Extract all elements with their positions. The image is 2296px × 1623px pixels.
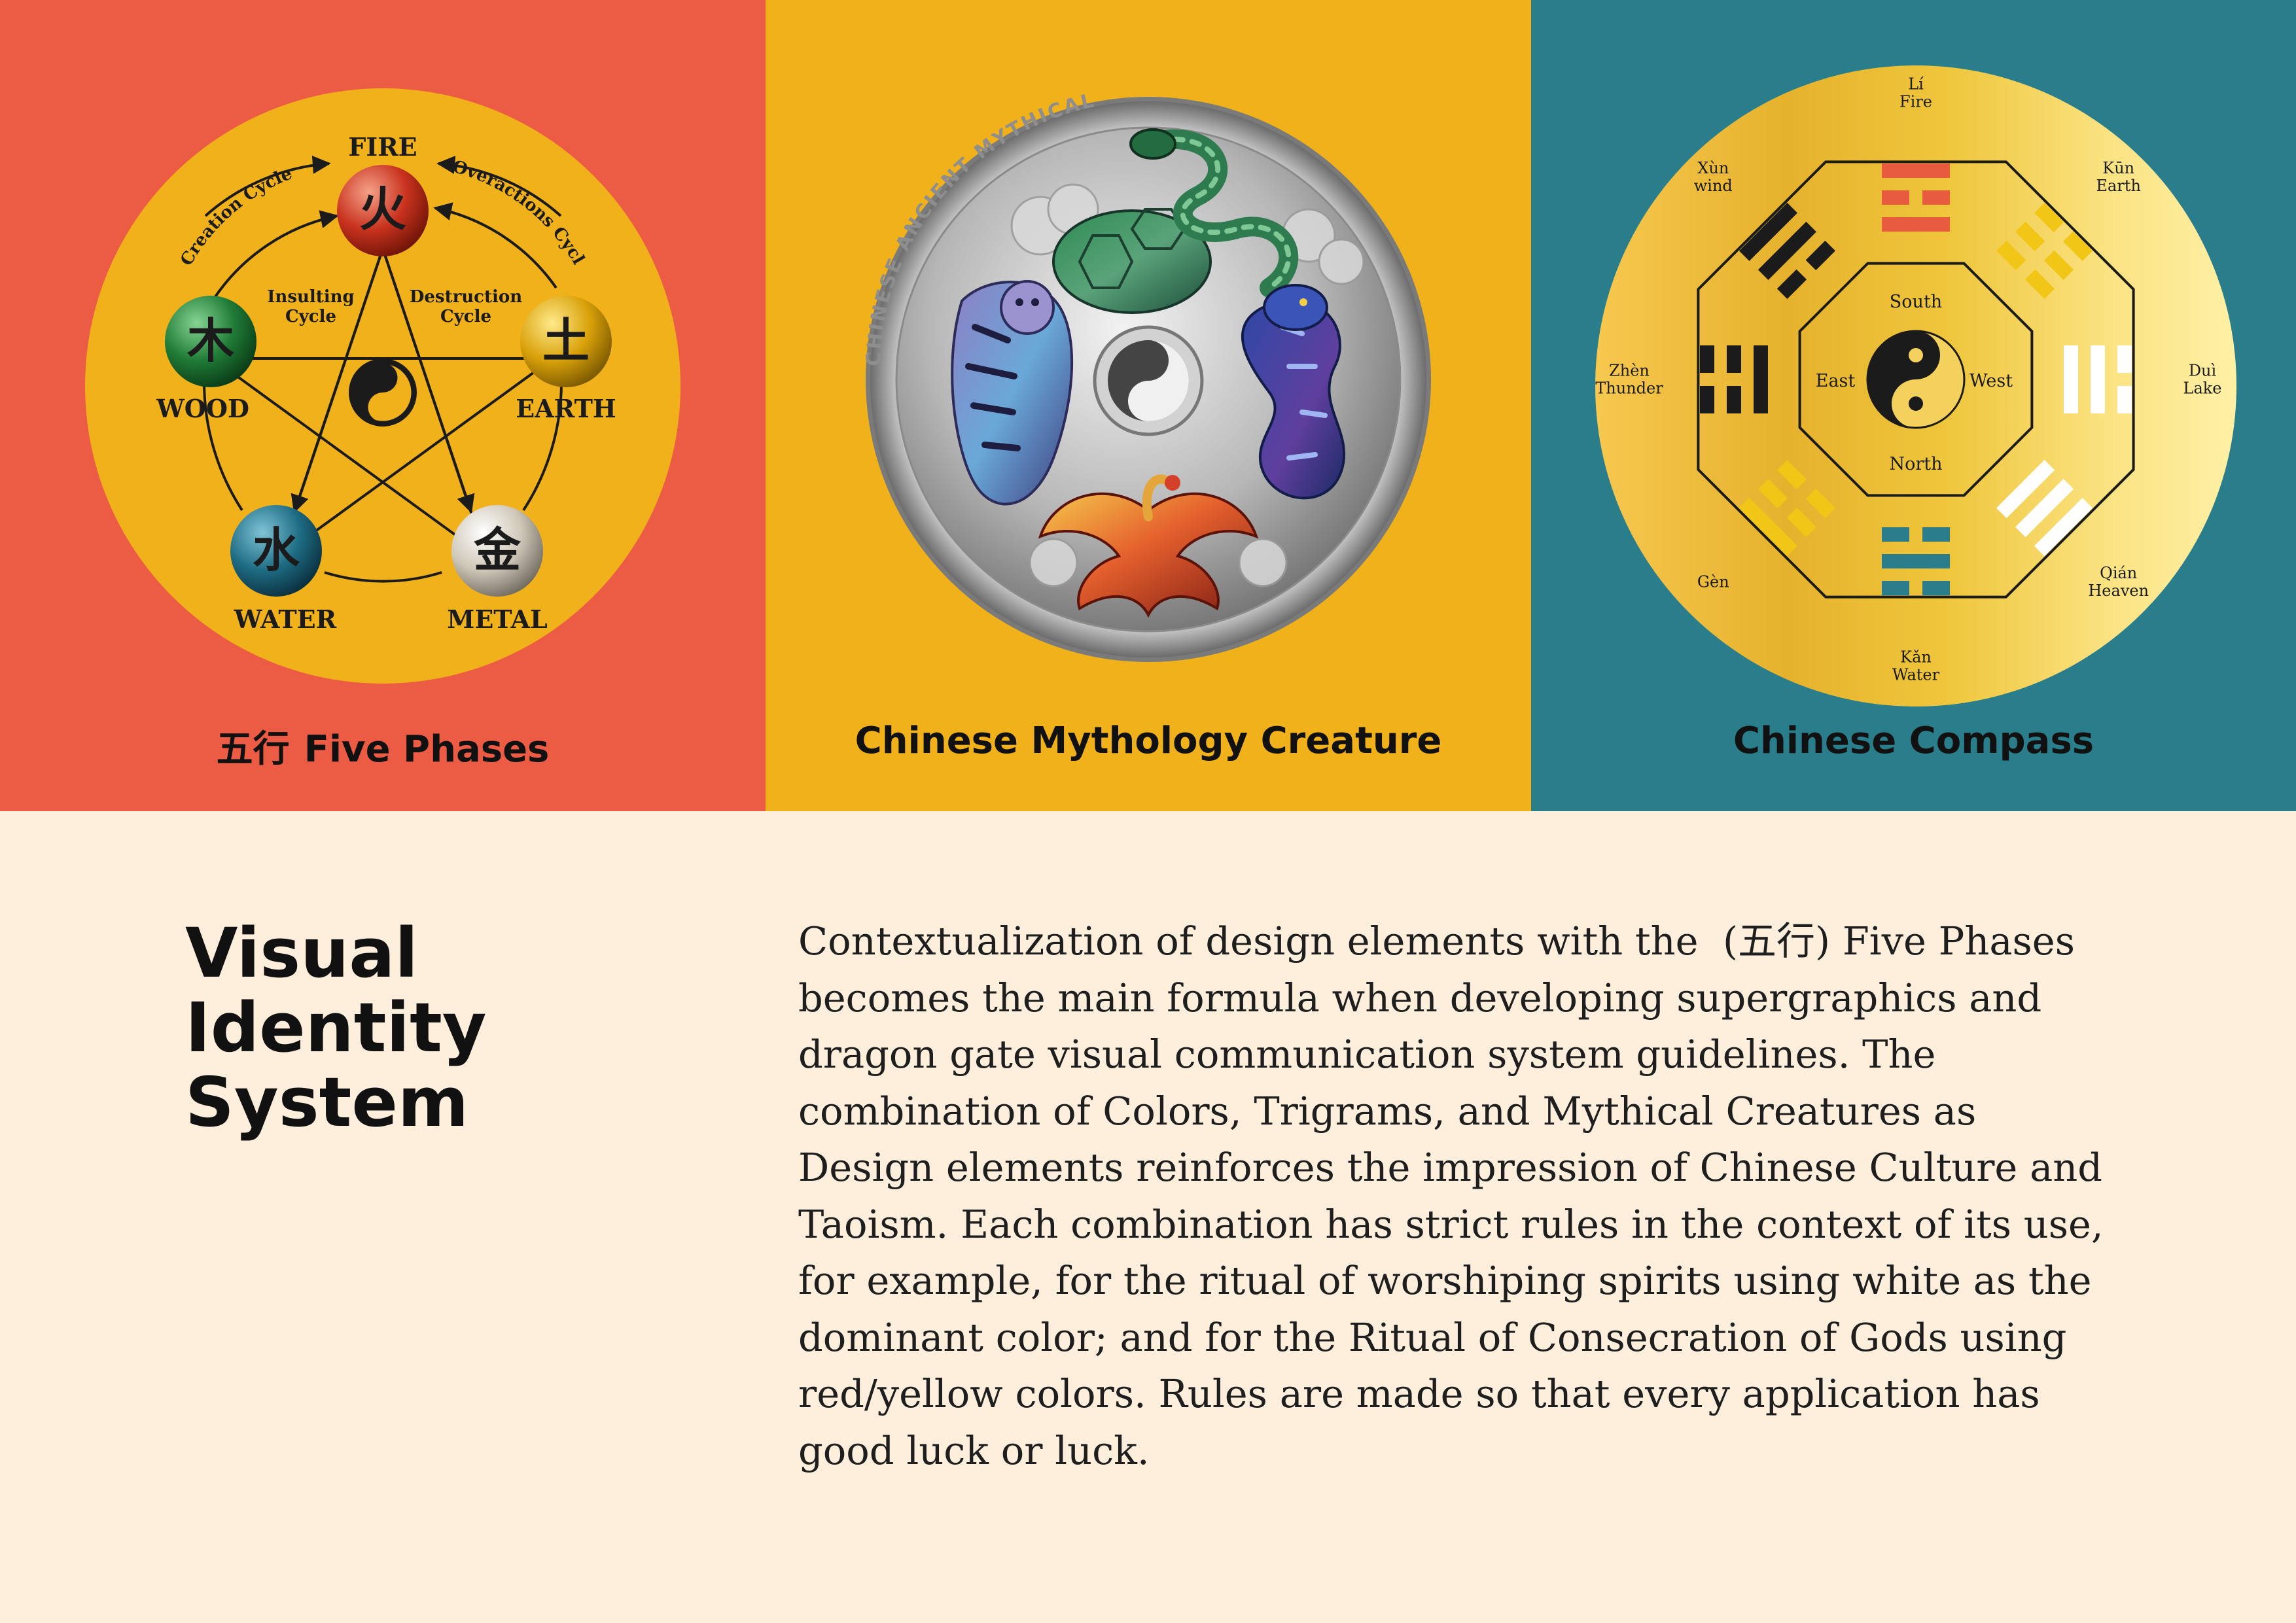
trigram-line-broken <box>1922 190 1950 205</box>
metal-glyph: 金 <box>473 522 521 578</box>
compass-caption: Chinese Compass <box>1733 720 2094 762</box>
creature-caption: Chinese Mythology Creature <box>855 720 1442 762</box>
trigram-zhen <box>1700 345 1768 413</box>
direction-south: South <box>1890 292 1942 312</box>
trigram-line-solid <box>1757 221 1816 280</box>
trigram-line-solid <box>1882 217 1950 232</box>
trigram-line-broken <box>1700 386 1714 413</box>
earth-glyph: 土 <box>542 313 590 368</box>
metal-label: METAL <box>447 604 547 634</box>
five-phases-caption-zh: 五行 <box>216 727 290 771</box>
yin-yang-icon <box>349 358 417 427</box>
trigram-line-broken <box>2062 231 2093 261</box>
trigram-line-solid <box>1996 460 2055 519</box>
compass-diagram: South North East West Lí Fire Kūn Earth Duì L… <box>1595 65 2236 707</box>
trigram-xun <box>1739 202 1835 299</box>
heading-line-3: System <box>185 1062 469 1142</box>
trigram-label: Xùn wind <box>1694 159 1733 195</box>
trigram-label: Gèn <box>1697 573 1729 591</box>
trigram-line-broken <box>2015 221 2045 252</box>
trigram-label: Qián Heaven <box>2088 564 2149 600</box>
yin-yang-icon <box>1866 330 1966 429</box>
water-glyph: 水 <box>253 522 300 578</box>
water-label: WATER <box>234 604 337 634</box>
trigram-line-broken <box>1727 386 1741 413</box>
earth-label: EARTH <box>516 394 616 423</box>
direction-north: North <box>1889 454 1942 474</box>
fire-label: FIRE <box>348 132 417 162</box>
tiger-icon <box>951 280 1074 506</box>
compass-panel: South North East West Lí Fire Kūn Earth Duì L… <box>1531 0 2296 811</box>
phoenix-icon <box>1038 474 1259 618</box>
wood-glyph: 木 <box>187 313 234 368</box>
heading-line-1: Visual <box>185 913 419 993</box>
yin-yang-icon <box>1093 325 1204 436</box>
trigram-qian <box>1996 460 2093 557</box>
five-phases-caption: 五行 Five Phases <box>0 720 766 773</box>
insulting-cycle-label: Insulting Cycle <box>267 287 354 326</box>
description-paragraph: Contextualization of design elements wit… <box>798 918 2104 1473</box>
trigram-line-broken <box>2117 386 2132 413</box>
wood-label: WOOD <box>156 394 249 423</box>
trigram-line-broken <box>1882 527 1909 542</box>
trigram-line-solid <box>2091 345 2105 413</box>
five-phases-panel: Creation Cycle Overactions Cycle Insulti… <box>0 0 766 811</box>
trigram-line-broken <box>1805 240 1835 271</box>
trigram-line-broken <box>1922 581 1950 595</box>
trigram-line-broken <box>2034 202 2064 233</box>
water-element: 水 WATER <box>230 505 337 634</box>
direction-west: West <box>1969 371 2013 391</box>
creature-panel: CHINESE ANCIENT MYTHICAL CREATURES <box>766 0 1531 811</box>
metal-element: 金 METAL <box>447 505 548 634</box>
trigram-label: Kūn Earth <box>2096 159 2141 195</box>
trigram-line-solid <box>1882 554 1950 568</box>
trigram-kun <box>1996 202 2093 299</box>
trigram-line-solid <box>1882 164 1950 178</box>
trigram-line-broken <box>1882 190 1909 205</box>
trigram-label: Kǎn Water <box>1892 648 1940 684</box>
fire-glyph: 火 <box>359 181 406 237</box>
trigram-label: Duì Lake <box>2183 362 2222 398</box>
trigram-line-broken <box>2043 250 2074 280</box>
trigram-line-broken <box>1882 581 1909 595</box>
creature-coin: CHINESE ANCIENT MYTHICAL CREATURES <box>766 0 1431 662</box>
trigram-line-broken <box>1757 479 1788 509</box>
trigram-line-broken <box>1776 460 1807 490</box>
trigram-line-solid <box>1754 345 1768 413</box>
heading-line-2: Identity <box>185 988 487 1068</box>
five-phases-caption-text: Five Phases <box>304 728 550 771</box>
direction-east: East <box>1816 371 1856 391</box>
trigram-line-broken <box>2024 269 2055 299</box>
trigram-gen <box>1739 460 1835 557</box>
trigram-dui <box>2064 345 2132 413</box>
trigram-line-broken <box>1700 345 1714 373</box>
trigram-line-broken <box>1805 488 1835 519</box>
trigram-kan <box>1882 527 1950 595</box>
trigram-label: Lí Fire <box>1899 75 1932 111</box>
fire-element: FIRE 火 <box>337 132 429 256</box>
trigram-line-broken <box>1786 507 1816 538</box>
trigram-label: Zhèn Thunder <box>1595 362 1663 398</box>
trigram-line-solid <box>1739 202 1797 261</box>
trigram-line-broken <box>1996 240 2026 271</box>
trigram-line-broken <box>1727 345 1741 373</box>
five-phases-diagram: Creation Cycle Overactions Cycle Insulti… <box>0 0 680 684</box>
trigram-line-solid <box>2064 345 2078 413</box>
trigram-line-solid <box>1739 498 1797 557</box>
trigram-li <box>1882 164 1950 232</box>
snake-turtle-icon <box>1052 128 1299 314</box>
trigram-line-broken <box>2117 345 2132 373</box>
wood-element: 木 WOOD <box>156 296 256 423</box>
trigram-line-broken <box>1922 527 1950 542</box>
destruction-cycle-label: Destruction Cycle <box>410 287 522 326</box>
section-heading: Visual Identity System <box>185 916 487 1140</box>
trigram-line-solid <box>2015 479 2074 538</box>
dragon-icon <box>1241 284 1346 500</box>
trigram-line-broken <box>1776 269 1807 299</box>
trigram-line-solid <box>2034 498 2093 557</box>
earth-element: 土 EARTH <box>516 296 616 423</box>
